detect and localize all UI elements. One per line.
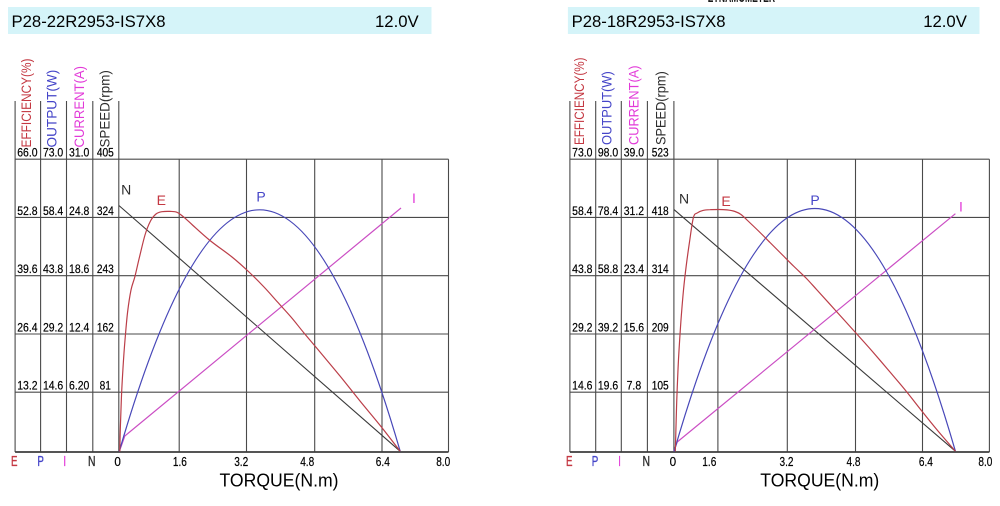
svg-text:52.8: 52.8 xyxy=(17,204,37,218)
svg-text:29.2: 29.2 xyxy=(43,320,63,334)
svg-text:105: 105 xyxy=(652,379,669,393)
svg-text:243: 243 xyxy=(97,262,114,276)
svg-text:N: N xyxy=(121,182,131,198)
svg-text:P: P xyxy=(256,188,265,204)
svg-text:58.8: 58.8 xyxy=(598,262,618,276)
svg-text:N: N xyxy=(642,453,650,470)
svg-text:19.6: 19.6 xyxy=(598,379,618,393)
svg-text:E: E xyxy=(157,192,166,208)
svg-text:4.8: 4.8 xyxy=(300,454,314,469)
svg-text:I: I xyxy=(63,453,66,470)
svg-text:I: I xyxy=(959,199,963,215)
svg-text:OUTPUT(W): OUTPUT(W) xyxy=(43,70,59,148)
svg-text:P28-22R2953-IS7X8: P28-22R2953-IS7X8 xyxy=(12,12,166,31)
svg-text:24.8: 24.8 xyxy=(69,204,89,218)
svg-text:1.6: 1.6 xyxy=(173,454,187,469)
svg-text:12.0V: 12.0V xyxy=(923,12,967,31)
svg-text:E: E xyxy=(721,193,730,209)
svg-text:314: 314 xyxy=(652,262,669,276)
svg-text:P: P xyxy=(592,453,599,470)
svg-text:3.2: 3.2 xyxy=(234,454,248,469)
svg-text:CURRENT(A): CURRENT(A) xyxy=(71,66,87,148)
svg-text:4.8: 4.8 xyxy=(847,454,861,469)
svg-text:73.0: 73.0 xyxy=(572,146,592,160)
svg-text:CURRENT(A): CURRENT(A) xyxy=(626,66,642,146)
svg-text:12.4: 12.4 xyxy=(69,320,89,334)
svg-text:14.6: 14.6 xyxy=(572,379,592,393)
svg-text:P: P xyxy=(810,192,819,208)
svg-text:73.0: 73.0 xyxy=(43,146,63,160)
svg-text:TORQUE(N.m): TORQUE(N.m) xyxy=(220,471,339,491)
svg-text:98.0: 98.0 xyxy=(598,146,618,160)
svg-text:7.8: 7.8 xyxy=(627,379,642,393)
svg-text:39.0: 39.0 xyxy=(624,146,644,160)
svg-text:31.0: 31.0 xyxy=(69,146,89,160)
svg-text:66.0: 66.0 xyxy=(17,146,37,160)
svg-text:8.0: 8.0 xyxy=(436,454,450,469)
svg-text:43.8: 43.8 xyxy=(572,262,592,276)
svg-text:31.2: 31.2 xyxy=(624,204,644,218)
svg-text:EFFICIENCY(%): EFFICIENCY(%) xyxy=(18,59,34,148)
svg-text:SPEED(rpm): SPEED(rpm) xyxy=(652,71,668,145)
svg-text:I: I xyxy=(412,190,416,206)
svg-text:0: 0 xyxy=(114,454,121,469)
svg-text:15.6: 15.6 xyxy=(624,320,644,334)
svg-text:209: 209 xyxy=(652,320,669,334)
svg-text:418: 418 xyxy=(652,204,669,218)
svg-text:8.0: 8.0 xyxy=(978,454,992,469)
svg-text:12.0V: 12.0V xyxy=(375,12,419,31)
svg-text:23.4: 23.4 xyxy=(624,262,644,276)
svg-text:405: 405 xyxy=(97,146,114,160)
svg-text:39.2: 39.2 xyxy=(598,320,618,334)
svg-text:ZYNAMOMETER: ZYNAMOMETER xyxy=(708,0,775,6)
svg-text:I: I xyxy=(618,453,621,470)
svg-text:43.8: 43.8 xyxy=(43,262,63,276)
svg-text:29.2: 29.2 xyxy=(572,320,592,334)
svg-text:EFFICIENCY(%): EFFICIENCY(%) xyxy=(571,58,587,146)
svg-text:324: 324 xyxy=(97,204,114,218)
svg-text:39.6: 39.6 xyxy=(17,262,37,276)
svg-text:81: 81 xyxy=(100,379,111,393)
svg-text:SPEED(rpm): SPEED(rpm) xyxy=(97,70,113,147)
svg-text:N: N xyxy=(88,453,96,470)
svg-text:3.2: 3.2 xyxy=(780,454,794,469)
svg-text:P28-18R2953-IS7X8: P28-18R2953-IS7X8 xyxy=(572,12,726,31)
svg-text:78.4: 78.4 xyxy=(598,204,618,218)
svg-text:OUTPUT(W): OUTPUT(W) xyxy=(598,71,614,145)
svg-text:523: 523 xyxy=(652,146,669,160)
svg-text:1.6: 1.6 xyxy=(702,454,716,469)
svg-text:6.20: 6.20 xyxy=(69,379,89,393)
svg-text:E: E xyxy=(11,453,18,470)
svg-text:0: 0 xyxy=(670,454,677,469)
svg-text:13.2: 13.2 xyxy=(17,379,37,393)
svg-text:26.4: 26.4 xyxy=(17,320,37,334)
svg-text:58.4: 58.4 xyxy=(572,204,592,218)
svg-text:E: E xyxy=(566,453,573,470)
svg-text:18.6: 18.6 xyxy=(69,262,89,276)
svg-text:58.4: 58.4 xyxy=(43,204,63,218)
svg-text:P: P xyxy=(37,453,44,470)
svg-text:14.6: 14.6 xyxy=(43,379,63,393)
svg-text:6.4: 6.4 xyxy=(919,454,933,469)
svg-text:N: N xyxy=(679,191,689,207)
svg-text:162: 162 xyxy=(97,320,114,334)
svg-text:6.4: 6.4 xyxy=(376,454,390,469)
svg-text:TORQUE(N.m): TORQUE(N.m) xyxy=(760,471,879,491)
